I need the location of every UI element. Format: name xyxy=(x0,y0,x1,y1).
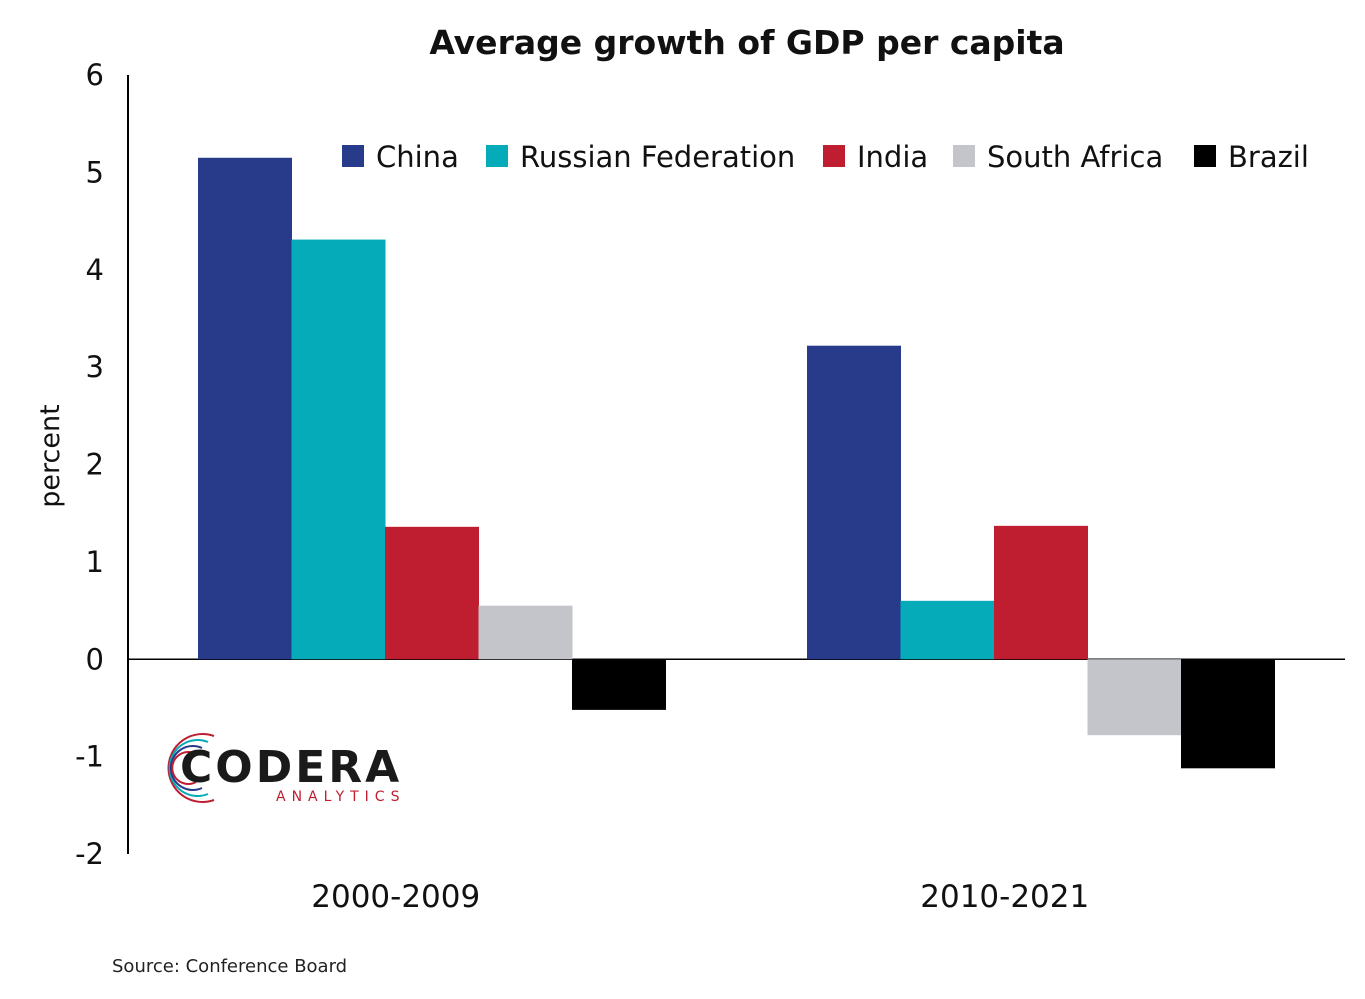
y-axis-label: percent xyxy=(35,404,66,507)
y-tick-label: 0 xyxy=(86,642,104,676)
y-tick-label: 2 xyxy=(86,448,104,482)
y-axis: -2 -1 0 1 2 3 4 5 6 xyxy=(75,58,1345,871)
legend-swatch xyxy=(342,145,364,167)
bar-china-2010-2021 xyxy=(807,345,901,660)
bar-russian-federation-2010-2021 xyxy=(900,600,995,660)
chart-title: Average growth of GDP per capita xyxy=(429,23,1064,62)
legend-label: South Africa xyxy=(987,140,1163,174)
legend-item-china: China xyxy=(342,140,459,174)
y-tick-label: 3 xyxy=(86,350,104,384)
legend-swatch xyxy=(953,145,975,167)
bar-india-2010-2021 xyxy=(994,525,1088,660)
y-tick-label: 6 xyxy=(86,58,104,92)
x-category-label: 2010-2021 xyxy=(920,879,1089,915)
bar-russian-federation-2000-2009 xyxy=(291,239,386,660)
logo-mark-icon xyxy=(167,733,215,803)
legend-item-russian-federation: Russian Federation xyxy=(486,140,795,174)
legend-label: India xyxy=(857,140,928,174)
codera-logo: CODERA ANALYTICS xyxy=(167,733,405,805)
legend-swatch xyxy=(486,145,508,167)
bar-south-africa-2010-2021 xyxy=(1087,659,1182,736)
legend: China Russian Federation India South Africa… xyxy=(342,140,1309,174)
bar-india-2000-2009 xyxy=(385,526,479,660)
legend-item-brazil: Brazil xyxy=(1194,140,1309,174)
bar-brazil-2010-2021 xyxy=(1181,659,1275,769)
source-note: Source: Conference Board xyxy=(112,956,347,977)
y-tick-label: 1 xyxy=(86,545,104,579)
logo-sub: ANALYTICS xyxy=(276,789,405,805)
legend-item-south-africa: South Africa xyxy=(953,140,1163,174)
legend-label: Brazil xyxy=(1228,140,1309,174)
y-tick-label: -1 xyxy=(75,740,104,774)
legend-item-india: India xyxy=(823,140,928,174)
bar-south-africa-2000-2009 xyxy=(478,605,573,660)
legend-label: China xyxy=(376,140,459,174)
bar-brazil-2000-2009 xyxy=(572,659,666,710)
y-tick-label: 5 xyxy=(86,155,104,189)
x-category-label: 2000-2009 xyxy=(311,879,480,915)
logo-name: CODERA xyxy=(180,742,402,793)
x-axis: 2000-2009 2010-2021 xyxy=(311,879,1089,915)
legend-swatch xyxy=(1194,145,1216,167)
y-tick-label: -2 xyxy=(75,837,104,871)
y-tick-label: 4 xyxy=(86,253,104,287)
legend-swatch xyxy=(823,145,845,167)
bar-china-2000-2009 xyxy=(198,157,292,660)
legend-label: Russian Federation xyxy=(520,140,795,174)
bars xyxy=(198,157,1275,769)
